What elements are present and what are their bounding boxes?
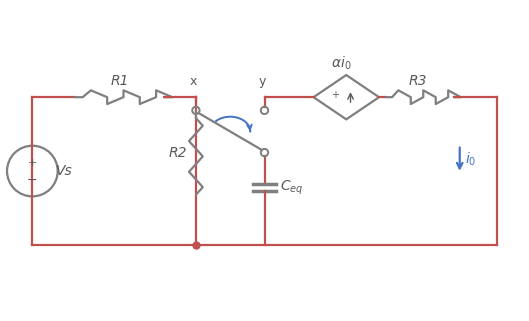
Text: $\alpha i_0$: $\alpha i_0$: [331, 55, 351, 72]
Text: $i_0$: $i_0$: [465, 151, 476, 168]
Text: Vs: Vs: [56, 164, 73, 178]
Text: R2: R2: [168, 146, 187, 160]
Text: $C_{eq}$: $C_{eq}$: [280, 178, 304, 196]
Text: +: +: [28, 158, 37, 168]
Text: y: y: [258, 75, 266, 88]
Text: R1: R1: [110, 74, 129, 88]
Text: x: x: [189, 75, 197, 88]
Text: +: +: [331, 90, 339, 100]
Text: −: −: [27, 174, 38, 187]
Text: R3: R3: [408, 74, 427, 88]
